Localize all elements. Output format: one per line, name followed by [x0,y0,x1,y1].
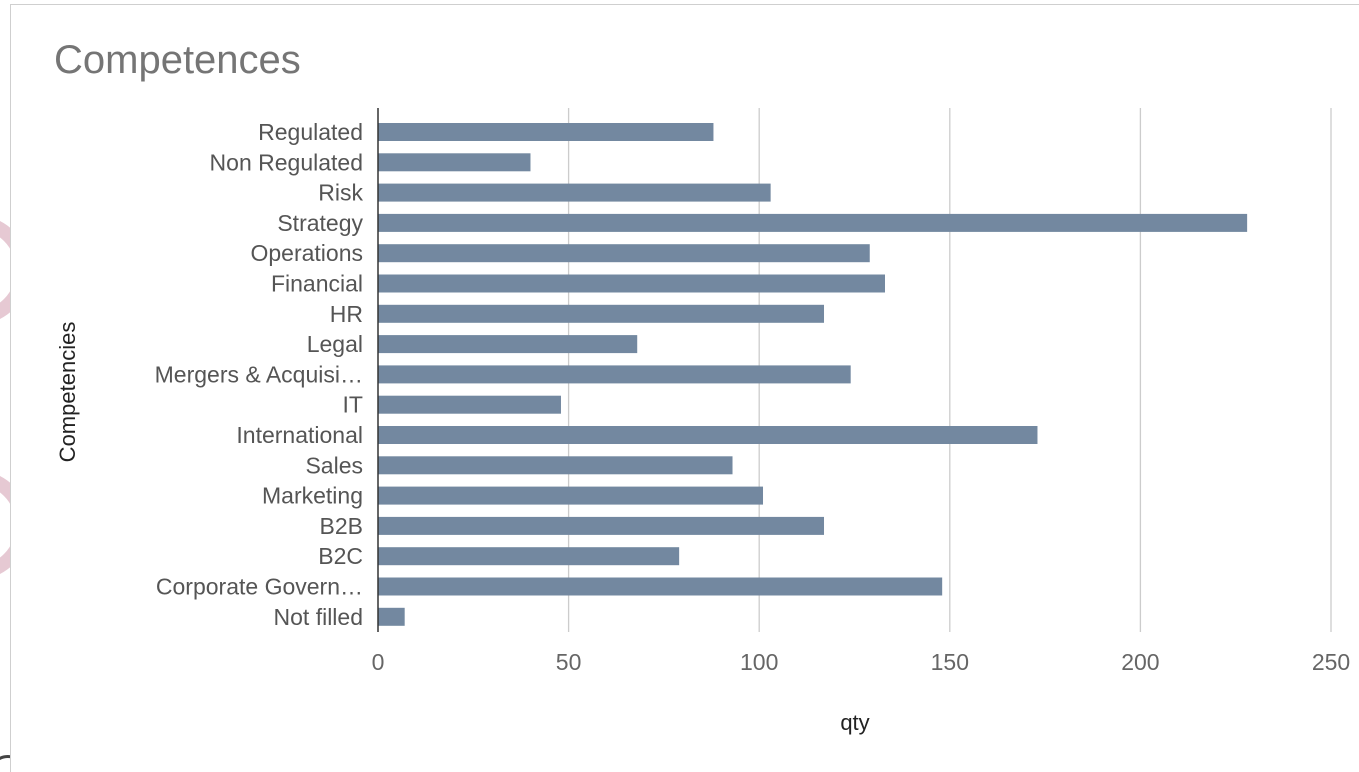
bar [378,486,764,505]
bar [378,395,561,414]
chart-title: Competences [54,38,301,82]
bar [378,456,733,475]
bar [378,516,825,535]
bar [378,607,405,626]
category-label: Legal [307,331,363,357]
category-label: B2C [318,543,363,569]
bar [378,213,1248,232]
bar [378,426,1038,444]
category-label: International [236,422,363,448]
category-label: Corporate Govern… [156,574,363,600]
category-label: B2B [320,513,363,539]
category-label: Regulated [258,119,363,145]
category-label: IT [343,392,363,418]
bar [378,365,851,384]
category-label: Financial [271,271,363,297]
bars [378,123,1248,626]
x-axis-title: qty [840,710,869,735]
category-label: Strategy [277,210,363,236]
bar [378,244,870,263]
bar [378,304,825,323]
bar [378,547,680,566]
x-tick-labels: 0 50 100 150 200 250 [372,649,1351,675]
x-tick-label: 200 [1121,649,1159,675]
category-label: Not filled [274,604,363,630]
category-label: Mergers & Acquisi… [155,361,363,387]
bar [378,123,714,141]
x-tick-label: 0 [372,649,385,675]
y-axis-title: Competencies [55,322,80,463]
category-label: Marketing [262,483,363,509]
category-label: Sales [305,452,363,478]
x-tick-label: 50 [556,649,582,675]
bar [378,335,638,354]
category-label: Risk [318,180,363,206]
category-label: Operations [250,240,363,266]
category-label: Non Regulated [210,149,363,175]
category-labels: Regulated Non Regulated Risk Strategy Operat… [155,119,364,630]
bar [378,577,943,596]
x-tick-label: 150 [931,649,969,675]
bar [378,274,885,293]
x-tick-label: 100 [740,649,778,675]
bar [378,183,771,202]
category-label: HR [330,301,363,327]
bar [378,153,531,172]
x-tick-label: 250 [1312,649,1350,675]
